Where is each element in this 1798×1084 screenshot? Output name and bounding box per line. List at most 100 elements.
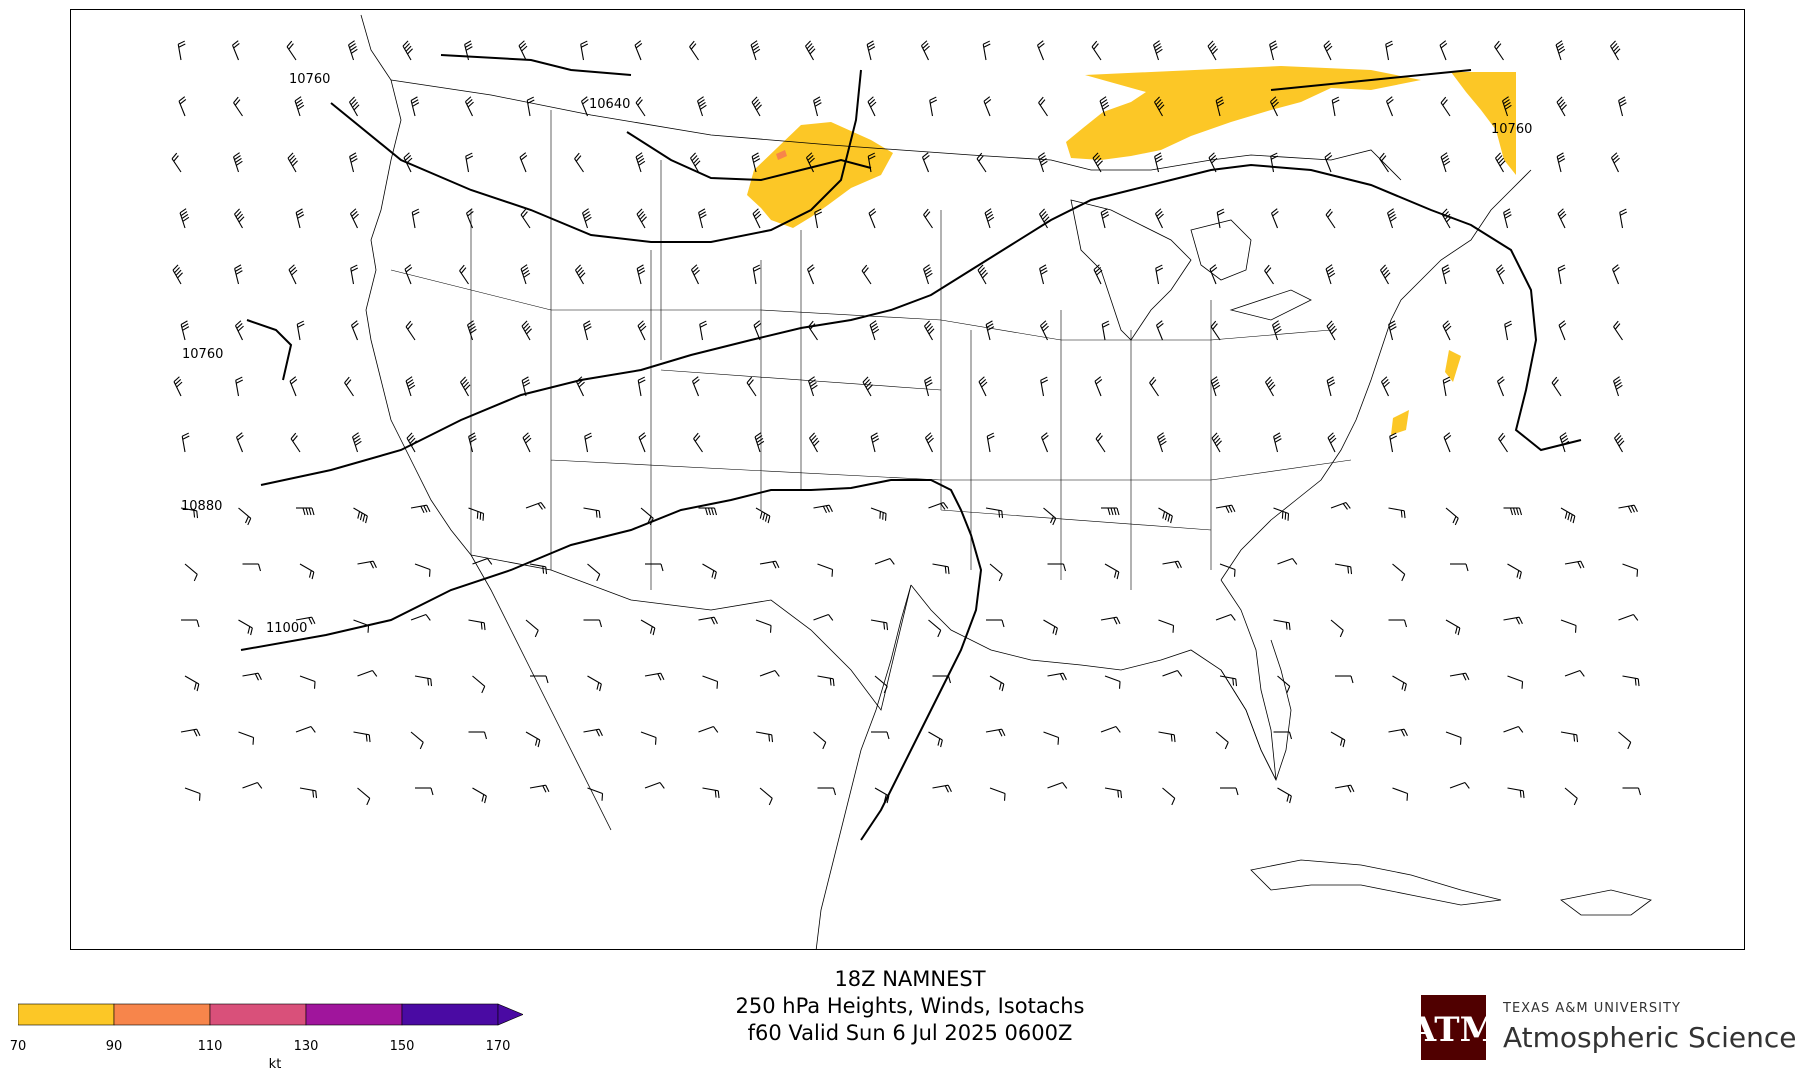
colorbar-segment-110-130 <box>209 1003 307 1026</box>
wind-barb <box>353 619 370 633</box>
wind-barb <box>1219 563 1236 577</box>
wind-barb <box>1613 376 1623 397</box>
wind-barb <box>289 376 298 397</box>
wind-barb <box>529 784 550 793</box>
wind-barb <box>1503 726 1524 733</box>
wind-barb <box>1273 619 1291 631</box>
us-canada-border <box>390 79 1402 181</box>
wind-barb <box>295 616 316 625</box>
wind-barb <box>468 507 485 521</box>
wind-barb <box>288 264 298 285</box>
wind-barb <box>755 507 771 524</box>
wind-barb <box>1158 731 1176 743</box>
wind-barb <box>805 40 816 61</box>
wind-barb <box>181 432 190 453</box>
wind-barb <box>580 96 589 117</box>
wind-barb <box>1162 787 1176 806</box>
wind-barb <box>299 675 316 689</box>
florida-outline <box>1220 639 1292 782</box>
wind-barb <box>1043 507 1057 526</box>
wind-barb <box>1325 264 1336 285</box>
wind-barb <box>1503 507 1523 516</box>
wind-barb <box>1388 619 1408 628</box>
wind-barb <box>468 731 488 740</box>
wind-barb <box>929 96 938 117</box>
lake-erie-outline <box>1229 289 1312 321</box>
wind-barb <box>1215 96 1225 117</box>
wind-barb <box>1551 376 1562 397</box>
wind-barb <box>1618 96 1627 117</box>
wind-barb <box>1388 320 1397 341</box>
wind-barb <box>924 320 935 341</box>
wind-barb <box>465 208 474 229</box>
wind-barb <box>1325 208 1336 229</box>
wind-barb <box>184 563 198 582</box>
product-title: 250 hPa Heights, Winds, Isotachs <box>735 994 1085 1018</box>
wind-barb <box>753 320 762 341</box>
wind-barb <box>691 376 700 397</box>
wind-barb <box>1043 731 1060 745</box>
wind-barb <box>645 563 664 572</box>
colorbar-tick: 150 <box>389 1039 415 1054</box>
wind-barb <box>1326 320 1337 341</box>
wind-barb <box>353 731 371 743</box>
wind-barb <box>525 731 541 748</box>
wind-barb <box>1498 432 1508 453</box>
wind-barb <box>406 432 417 453</box>
wind-barb <box>234 208 245 229</box>
wind-barb <box>1039 320 1049 341</box>
wind-barb <box>1047 672 1067 681</box>
wind-barb <box>587 563 601 582</box>
wind-barb <box>1330 502 1351 510</box>
wind-barb <box>1158 619 1175 633</box>
logo-department: Atmospheric Sciences <box>1503 1021 1798 1054</box>
wind-barb <box>238 731 255 745</box>
wind-barb <box>813 96 822 117</box>
wind-barb <box>580 40 589 61</box>
wind-barb <box>871 731 890 740</box>
wind-barb <box>179 208 190 229</box>
wind-barb <box>932 563 950 575</box>
wind-barb <box>637 376 646 397</box>
wind-barb <box>867 96 877 117</box>
wind-barb <box>813 731 827 750</box>
wind-barb <box>1210 320 1221 341</box>
contour-11000 <box>240 479 983 841</box>
svg-text:ATM: ATM <box>1421 1010 1486 1050</box>
wind-barb <box>1327 432 1337 453</box>
wind-barb <box>1564 560 1585 569</box>
wind-barb <box>1047 563 1067 572</box>
wind-barb <box>1379 152 1389 173</box>
gulf-coastline <box>910 579 1277 781</box>
wind-barb <box>180 320 190 341</box>
isotach-fill-atlantic2 <box>1391 410 1409 435</box>
tamu-logo-mark: ATM <box>1409 995 1497 1060</box>
wind-barb <box>1153 40 1163 61</box>
wind-barb <box>587 675 602 692</box>
wind-barb <box>689 40 699 61</box>
wind-barb <box>1385 40 1394 61</box>
west-coastline <box>360 14 612 831</box>
wind-barb <box>468 619 486 631</box>
wind-barb <box>180 507 199 519</box>
wind-barb <box>1220 787 1239 796</box>
wind-barb <box>874 675 888 694</box>
wind-barb <box>1269 40 1278 61</box>
wind-barb <box>415 787 434 796</box>
wind-barb <box>978 376 988 397</box>
wind-barb <box>184 787 201 801</box>
wind-barb <box>1507 563 1522 580</box>
wind-barb <box>1502 96 1512 117</box>
wind-barb <box>1038 96 1048 117</box>
wind-barb <box>521 320 532 341</box>
wind-barb <box>861 264 872 285</box>
wind-barb <box>928 502 949 510</box>
wind-barb <box>751 96 762 117</box>
wind-barb <box>638 432 647 453</box>
contour-10760-east <box>1270 69 1472 91</box>
wind-barb <box>1610 152 1620 173</box>
wind-barb <box>525 502 546 510</box>
wind-barb <box>344 376 354 397</box>
wind-barb <box>1038 152 1048 173</box>
isotach-fill-montana-core <box>776 150 787 160</box>
